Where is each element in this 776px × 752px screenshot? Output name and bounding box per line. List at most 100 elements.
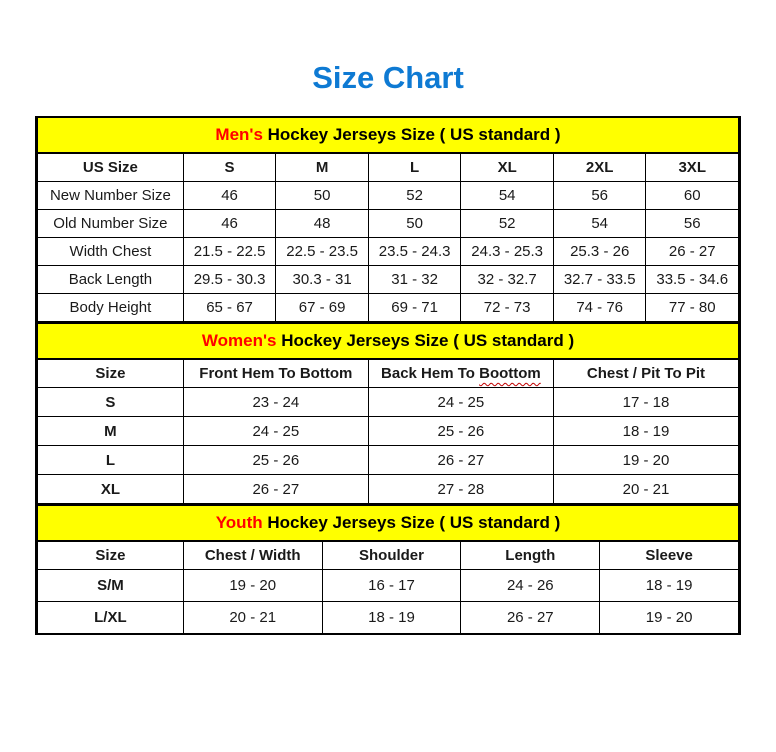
size-value-cell: 60	[645, 181, 739, 210]
column-header: Shoulder	[321, 540, 462, 570]
column-header: Size	[37, 540, 184, 570]
size-value-cell: 50	[275, 181, 369, 210]
size-value-cell: 56	[645, 209, 739, 238]
size-value-cell: 17 - 18	[552, 387, 740, 417]
row-label: L/XL	[37, 601, 184, 633]
size-value-cell: 19 - 20	[599, 601, 739, 633]
size-value-cell: 52	[460, 209, 554, 238]
size-value-cell: 50	[367, 209, 462, 238]
table-row: L/XL 20 - 21 18 - 19 26 - 27 19 - 20	[37, 601, 739, 633]
page-title: Size Chart	[312, 60, 464, 95]
size-value-cell: 18 - 19	[321, 601, 462, 633]
size-value-cell: 24.3 - 25.3	[460, 237, 554, 266]
size-value-cell: 26 - 27	[645, 237, 739, 266]
size-value-cell: 24 - 25	[182, 416, 369, 446]
section-header-label: Youth Hockey Jerseys Size ( US standard …	[37, 504, 739, 542]
table-row: S/M 19 - 20 16 - 17 24 - 26 18 - 19	[37, 569, 739, 602]
size-value-cell: 27 - 28	[367, 474, 554, 504]
size-value-cell: 16 - 17	[321, 569, 462, 602]
size-value-cell: 18 - 19	[599, 569, 739, 602]
size-value-cell: 56	[552, 181, 647, 210]
size-value-cell: 22.5 - 23.5	[275, 237, 369, 266]
size-value-cell: 46	[182, 209, 277, 238]
row-label: L	[37, 445, 184, 475]
column-header: Back Hem To Boottom	[367, 358, 554, 388]
size-value-cell: 25.3 - 26	[552, 237, 647, 266]
size-value-cell: 25 - 26	[182, 445, 369, 475]
row-label: S	[37, 387, 184, 417]
row-label: Back Length	[37, 265, 184, 294]
column-header: L	[367, 152, 462, 182]
table-row: L 25 - 26 26 - 27 19 - 20	[37, 445, 740, 475]
size-value-cell: 32.7 - 33.5	[552, 265, 647, 294]
size-value-cell: 26 - 27	[460, 601, 601, 633]
size-value-cell: 29.5 - 30.3	[182, 265, 277, 294]
row-label: New Number Size	[37, 181, 184, 210]
size-value-cell: 18 - 19	[552, 416, 740, 446]
section-name-rest: Hockey Jerseys Size ( US standard )	[262, 513, 561, 532]
row-label: M	[37, 416, 184, 446]
size-value-cell: 23.5 - 24.3	[367, 237, 462, 266]
table-row: S 23 - 24 24 - 25 17 - 18	[37, 387, 740, 417]
size-value-cell: 19 - 20	[552, 445, 740, 475]
section-header-mens: Men's Hockey Jerseys Size ( US standard …	[37, 118, 739, 154]
size-value-cell: 72 - 73	[460, 293, 554, 322]
column-header-row: Size Front Hem To Bottom Back Hem To Boott…	[37, 358, 740, 388]
size-value-cell: 26 - 27	[182, 474, 369, 504]
column-header: Size	[37, 358, 184, 388]
size-value-cell: 23 - 24	[182, 387, 369, 417]
section-header-label: Women's Hockey Jerseys Size ( US standar…	[37, 322, 739, 360]
row-label: Body Height	[37, 293, 184, 322]
size-value-cell: 32 - 32.7	[460, 265, 554, 294]
column-header: US Size	[37, 152, 184, 182]
table-row: Back Length 29.5 - 30.3 30.3 - 31 31 - 32 32…	[37, 265, 739, 294]
table-row: Old Number Size 46 48 50 52 54 56	[37, 209, 739, 238]
misspelled-word: Boottom	[479, 365, 541, 382]
column-header-row: US Size S M L XL 2XL 3XL	[37, 152, 739, 182]
section-name-highlight: Men's	[215, 125, 263, 144]
column-header: Front Hem To Bottom	[182, 358, 369, 388]
size-value-cell: 33.5 - 34.6	[645, 265, 739, 294]
table-row: Width Chest 21.5 - 22.5 22.5 - 23.5 23.5 - …	[37, 237, 739, 266]
section-header-youth: Youth Hockey Jerseys Size ( US standard …	[37, 504, 739, 542]
size-value-cell: 67 - 69	[275, 293, 369, 322]
size-value-cell: 74 - 76	[552, 293, 647, 322]
size-value-cell: 20 - 21	[182, 601, 323, 633]
size-value-cell: 46	[182, 181, 277, 210]
size-table-youth: Youth Hockey Jerseys Size ( US standard …	[37, 504, 739, 633]
column-header: 3XL	[645, 152, 739, 182]
size-value-cell: 52	[367, 181, 462, 210]
table-row: New Number Size 46 50 52 54 56 60	[37, 181, 739, 210]
section-header-label: Men's Hockey Jerseys Size ( US standard …	[37, 118, 739, 154]
column-header: S	[182, 152, 277, 182]
section-header-womens: Women's Hockey Jerseys Size ( US standar…	[37, 322, 739, 360]
size-value-cell: 30.3 - 31	[275, 265, 369, 294]
size-value-cell: 24 - 25	[367, 387, 554, 417]
size-value-cell: 54	[552, 209, 647, 238]
section-name-highlight: Women's	[201, 331, 277, 350]
row-label: Old Number Size	[37, 209, 184, 238]
table-row: M 24 - 25 25 - 26 18 - 19	[37, 416, 740, 446]
size-value-cell: 54	[460, 181, 554, 210]
size-table-womens: Women's Hockey Jerseys Size ( US standar…	[37, 322, 740, 504]
column-header: Sleeve	[599, 540, 739, 570]
size-chart: Men's Hockey Jerseys Size ( US standard …	[35, 116, 741, 635]
size-value-cell: 19 - 20	[182, 569, 323, 602]
size-value-cell: 31 - 32	[367, 265, 462, 294]
size-value-cell: 77 - 80	[645, 293, 739, 322]
section-name-highlight: Youth	[215, 513, 263, 532]
size-value-cell: 24 - 26	[460, 569, 601, 602]
size-value-cell: 26 - 27	[367, 445, 554, 475]
column-header: M	[275, 152, 369, 182]
section-name-rest: Hockey Jerseys Size ( US standard )	[276, 331, 575, 350]
size-value-cell: 20 - 21	[552, 474, 740, 504]
row-label: XL	[37, 474, 184, 504]
column-header: Length	[460, 540, 601, 570]
size-value-cell: 25 - 26	[367, 416, 554, 446]
column-header-row: Size Chest / Width Shoulder Length Sleeve	[37, 540, 739, 570]
column-header: 2XL	[552, 152, 647, 182]
column-header: Chest / Pit To Pit	[552, 358, 740, 388]
row-label: S/M	[37, 569, 184, 602]
section-name-rest: Hockey Jerseys Size ( US standard )	[262, 125, 561, 144]
table-row: XL 26 - 27 27 - 28 20 - 21	[37, 474, 740, 504]
